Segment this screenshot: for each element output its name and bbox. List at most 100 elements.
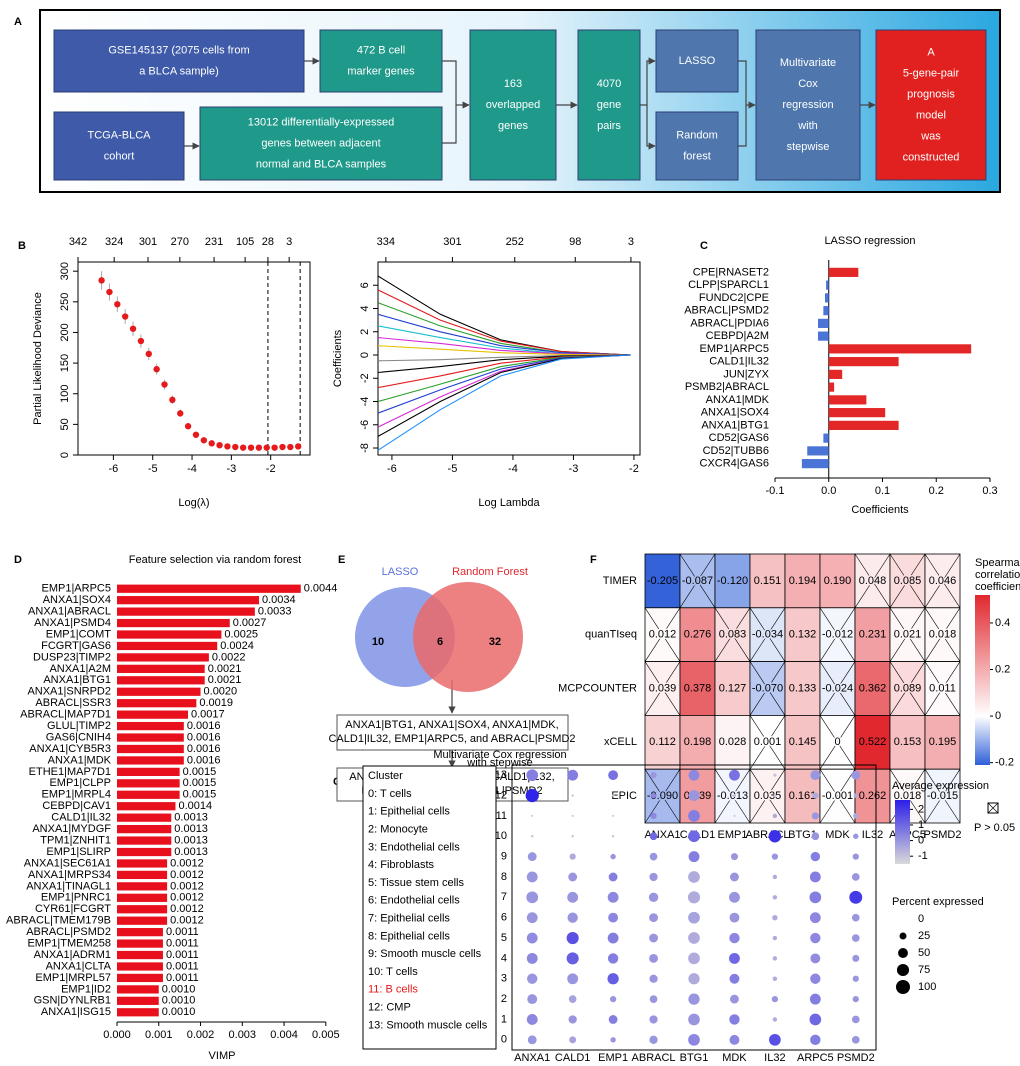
dot [526, 871, 538, 883]
y-tick-label: 6 [359, 282, 371, 288]
ns-cross [644, 769, 681, 824]
dot [772, 935, 778, 941]
dot [527, 1035, 537, 1045]
dot [771, 853, 779, 860]
legend-entry: 10: T cells [368, 966, 418, 978]
heat-cell [679, 715, 716, 770]
dot [733, 835, 736, 838]
dot [526, 1014, 538, 1025]
size-legend-label: 75 [918, 964, 930, 976]
ns-cross [819, 661, 856, 716]
top-tick-label: 270 [171, 236, 189, 248]
dot [773, 773, 777, 777]
category-label: ANXA1|SEC61A1 [24, 857, 111, 869]
bar [818, 331, 829, 341]
x-tick-label: 0.2 [929, 485, 944, 497]
point [279, 443, 286, 451]
category-label: TPM1|ZNHIT1 [40, 834, 111, 846]
cell-label: -0.015 [927, 790, 958, 802]
flow-text: genes between adjacent [261, 137, 380, 149]
value-label: 0.0012 [170, 880, 204, 892]
bar [117, 996, 159, 1005]
ns-cross [749, 769, 786, 824]
series-line [377, 289, 631, 356]
y-tick-label: 100 [59, 385, 71, 403]
x-axis-label: Coefficients [851, 504, 909, 516]
dot [853, 813, 859, 819]
dot [772, 914, 778, 921]
x-tick-label: -3 [226, 463, 236, 475]
category-label: EMP1|COMT [46, 628, 111, 640]
category-label: PSMB2|ABRACL [685, 381, 769, 393]
category-label: CXCR4|GAS6 [700, 458, 770, 470]
x-tick-label: -4 [508, 463, 518, 475]
x-tick-label: 0.005 [312, 1029, 340, 1041]
cell-label: -0.013 [717, 790, 748, 802]
heat-cell [854, 715, 891, 770]
row-label: TIMER [603, 575, 637, 587]
dot [649, 913, 658, 923]
cell-label: 0.012 [649, 629, 677, 641]
value-label: 0.0011 [166, 972, 199, 984]
bar [801, 459, 829, 469]
bar [823, 433, 829, 443]
flow-text: marker genes [347, 65, 415, 77]
row-label: MCPCOUNTER [558, 682, 637, 694]
row-label: 7 [501, 891, 507, 903]
colorbar-title: Spearman [975, 557, 1020, 569]
row-label: 2 [501, 993, 507, 1005]
x-tick-label: -0.1 [766, 485, 785, 497]
point [263, 444, 270, 451]
flow-box [577, 29, 641, 181]
bar [828, 267, 859, 277]
dot [772, 813, 778, 819]
dot [773, 793, 777, 798]
top-tick-label: 342 [69, 236, 87, 248]
dot [729, 891, 740, 903]
bar [117, 802, 176, 811]
value-label: 0.0010 [162, 1006, 196, 1018]
x-tick-label: -5 [448, 463, 458, 475]
bar [117, 641, 218, 651]
category-label: ANXA1|MDK [706, 394, 770, 406]
cell-label: 0.190 [824, 575, 852, 587]
flow-text: with [797, 120, 818, 132]
cell-label: -0.070 [752, 682, 783, 694]
heat-cell [679, 661, 716, 716]
point [129, 325, 137, 332]
dot [852, 954, 860, 962]
bar [818, 318, 829, 328]
venn-set-label: Random Forest [452, 566, 528, 578]
flow-text: LASSO [679, 55, 716, 67]
bar [117, 824, 172, 834]
flow-box [53, 29, 305, 93]
y-tick-label: 2 [359, 329, 371, 335]
bar [117, 584, 301, 593]
flow-box [53, 111, 185, 181]
flow-text: overlapped [486, 99, 540, 111]
cell-label: 0.018 [929, 629, 957, 641]
chart-title: LASSO regression [824, 235, 915, 247]
flow-box [469, 29, 557, 181]
flow-text: 472 B cell [357, 44, 405, 56]
panel-label: F [590, 554, 597, 566]
flow-text: constructed [903, 151, 960, 163]
flow-text: Multivariate [780, 57, 836, 69]
dot [688, 810, 700, 822]
ns-cross [749, 715, 786, 770]
category-label: CLPP|SPARCL1 [688, 279, 769, 291]
dot [809, 871, 821, 883]
value-label: 0.0021 [208, 674, 242, 686]
gene-label: PSMD2 [837, 1052, 875, 1064]
ns-legend-label: P > 0.05 [974, 822, 1015, 834]
cell-label: -0.001 [822, 790, 853, 802]
point [216, 441, 223, 449]
venn-set-label: LASSO [382, 566, 419, 578]
y-tick-label: 50 [59, 418, 71, 430]
category-label: ABRACL|MAP7D1 [20, 709, 111, 721]
dot [730, 872, 739, 882]
bar [117, 916, 168, 925]
cell-label: 0.001 [754, 736, 782, 748]
dot [566, 952, 579, 965]
